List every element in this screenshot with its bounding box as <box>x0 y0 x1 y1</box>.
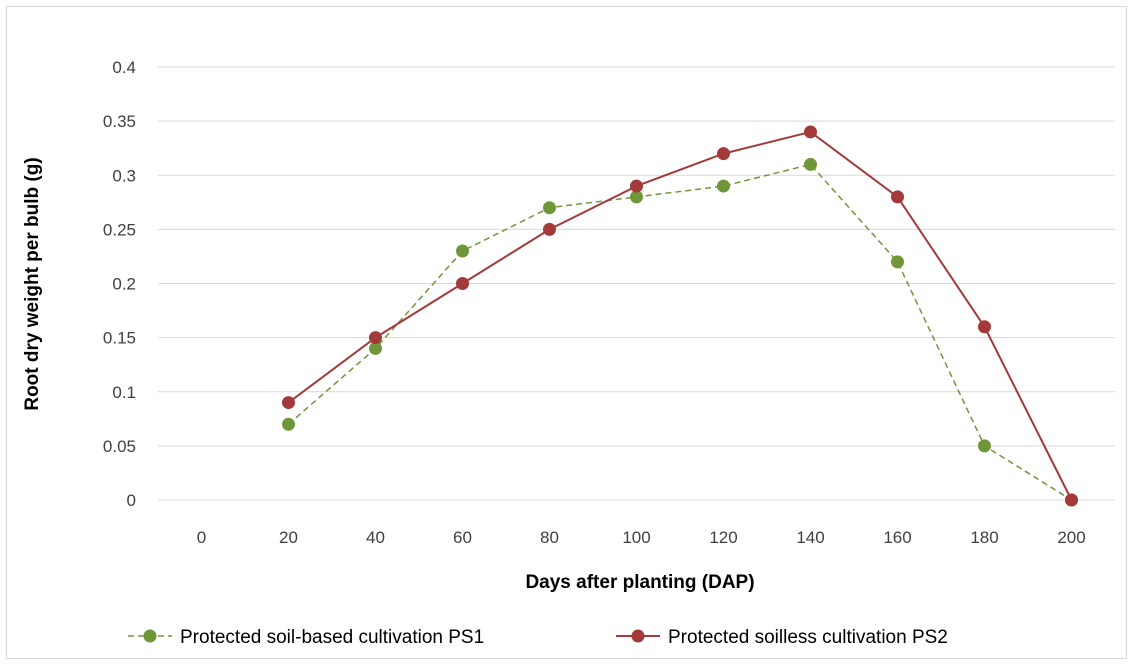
series-1-point-2 <box>369 341 382 355</box>
x-tick-8: 160 <box>883 528 911 547</box>
y-tick-4: 0.2 <box>112 275 136 294</box>
series-1-point-6 <box>717 179 730 193</box>
series-2-point-7 <box>804 125 817 139</box>
series-2-point-5 <box>630 179 643 193</box>
y-tick-8: 0.4 <box>112 58 136 77</box>
x-tick-4: 80 <box>540 528 559 547</box>
y-tick-1: 0.05 <box>103 437 136 456</box>
series-2 <box>282 125 1078 507</box>
y-tick-labels: 0 0.05 0.1 0.15 0.2 0.25 0.3 0.35 0.4 <box>103 58 136 510</box>
legend: Protected soil-based cultivation PS1 Prot… <box>128 627 948 648</box>
series-1 <box>282 157 1078 507</box>
legend-marker-2 <box>631 629 645 643</box>
series-1-point-3 <box>456 244 469 258</box>
y-tick-7: 0.35 <box>103 112 136 131</box>
x-tick-6: 120 <box>709 528 737 547</box>
legend-label-1: Protected soil-based cultivation PS1 <box>180 627 484 648</box>
x-axis-title: Days after planting (DAP) <box>525 572 754 593</box>
x-tick-7: 140 <box>796 528 824 547</box>
series-1-point-7 <box>804 157 817 171</box>
y-tick-3: 0.15 <box>103 329 136 348</box>
series-1-point-9 <box>978 439 991 453</box>
y-tick-0: 0 <box>127 491 136 510</box>
series-2-point-9 <box>978 320 991 334</box>
series-1-line <box>288 163 1072 501</box>
series-2-point-3 <box>456 277 469 290</box>
y-axis-title: Root dry weight per bulb (g) <box>22 157 43 410</box>
series-2-point-10 <box>1065 493 1078 507</box>
series-1-point-1 <box>282 417 295 431</box>
series-1-point-4 <box>543 201 556 215</box>
y-tick-5: 0.25 <box>103 220 136 239</box>
series-2-point-1 <box>282 396 295 410</box>
x-tick-5: 100 <box>622 528 650 547</box>
x-tick-0: 0 <box>197 528 206 547</box>
x-tick-10: 200 <box>1057 528 1085 547</box>
x-tick-labels: 0 20 40 60 80 100 120 140 160 180 200 <box>197 528 1086 547</box>
series-group <box>282 125 1078 507</box>
x-tick-1: 20 <box>279 528 298 547</box>
series-2-point-8 <box>891 190 904 204</box>
y-tick-6: 0.3 <box>112 166 136 185</box>
series-2-line <box>287 130 1073 501</box>
y-tick-2: 0.1 <box>112 383 136 402</box>
gridlines <box>158 66 1115 501</box>
legend-marker-1 <box>143 629 157 643</box>
series-2-point-6 <box>717 147 730 161</box>
legend-label-2: Protected soilless cultivation PS2 <box>668 627 948 648</box>
series-1-point-5 <box>630 190 643 204</box>
series-2-point-4 <box>543 222 556 236</box>
x-tick-2: 40 <box>366 528 385 547</box>
x-tick-9: 180 <box>970 528 998 547</box>
chart-frame <box>6 6 1127 659</box>
x-tick-3: 60 <box>453 528 472 547</box>
series-2-point-2 <box>369 331 382 345</box>
series-1-point-8 <box>891 255 904 269</box>
